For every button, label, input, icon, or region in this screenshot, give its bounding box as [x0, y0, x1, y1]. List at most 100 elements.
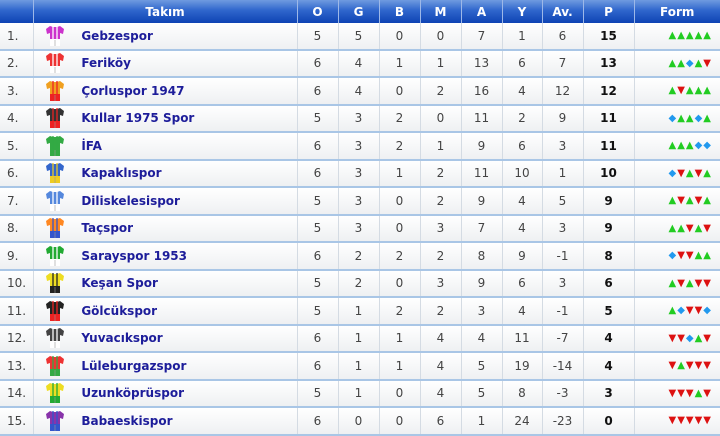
table-row[interactable]: 11. Gölcükspor 5 1 2 2 3 4 -1 5 ▲◆▼▼◆	[0, 297, 720, 326]
team-link[interactable]: Babaeskispor	[81, 413, 173, 428]
table-row[interactable]: 12. Yuvacıkspor 6 1 1 4 4 11 -7 4 ▼▼◆▲▼	[0, 324, 720, 353]
points: 8	[582, 242, 634, 271]
team-cell: Diliskelesispor	[32, 187, 297, 216]
team-link[interactable]: Sarayspor 1953	[81, 248, 188, 263]
triangle-down-icon: ▼	[703, 387, 712, 399]
drawn: 1	[378, 49, 420, 78]
team-cell: Keşan Spor	[32, 269, 297, 298]
table-row[interactable]: 5. İFA 6 3 2 1 9 6 3 11 ▲▲▲◆◆	[0, 132, 720, 161]
played: 5	[296, 187, 338, 216]
goals-against: 4	[501, 77, 542, 106]
table-row[interactable]: 2. Feriköy 6 4 1 1 13 6 7 13 ▲▲◆▲▼	[0, 49, 720, 78]
jersey-icon	[45, 108, 64, 129]
team-cell: Lüleburgazspor	[32, 352, 297, 381]
team-link[interactable]: İFA	[81, 138, 102, 153]
triangle-up-icon: ▲	[668, 222, 678, 234]
goal-diff: -1	[541, 297, 583, 326]
team-cell: Çorluspor 1947	[32, 77, 297, 106]
triangle-up-icon: ▲	[668, 277, 678, 289]
table-row[interactable]: 10. Keşan Spor 5 2 0 3 9 6 3 6 ▲▼▲▼▼	[0, 269, 720, 298]
goals-against: 10	[501, 159, 542, 188]
goals-for: 11	[460, 104, 502, 133]
table-row[interactable]: 14. Uzunköprüspor 5 1 0 4 5 8 -3 3 ▼▼▼▲▼	[0, 379, 720, 408]
team-link[interactable]: Keşan Spor	[81, 276, 158, 291]
points: 15	[582, 23, 634, 51]
header-points[interactable]: P	[582, 0, 634, 23]
team-link[interactable]: Diliskelesispor	[81, 193, 180, 208]
team-link[interactable]: Yuvacıkspor	[81, 331, 163, 346]
header-lost[interactable]: M	[419, 0, 461, 23]
lost: 0	[419, 23, 461, 51]
header-rank	[0, 0, 33, 23]
lost: 6	[419, 407, 461, 436]
goal-diff: 3	[541, 269, 583, 298]
goals-for: 9	[460, 269, 502, 298]
won: 0	[337, 407, 379, 436]
team-link[interactable]: Lüleburgazspor	[81, 358, 187, 373]
rank: 13.	[0, 352, 33, 381]
header-won[interactable]: G	[337, 0, 379, 23]
team-link[interactable]: Çorluspor 1947	[81, 83, 185, 98]
table-row[interactable]: 1. Gebzespor 5 5 0 0 7 1 6 15 ▲▲▲▲▲	[0, 23, 720, 51]
header-played[interactable]: O	[296, 0, 338, 23]
points: 0	[582, 407, 634, 436]
played: 6	[296, 132, 338, 161]
header-goals-against[interactable]: Y	[501, 0, 542, 23]
jersey-icon	[45, 53, 64, 74]
rank: 2.	[0, 49, 33, 78]
rank: 1.	[0, 23, 33, 51]
won: 4	[337, 49, 379, 78]
goal-diff: -14	[541, 352, 583, 381]
triangle-down-icon: ▼	[703, 57, 712, 69]
team-link[interactable]: Kapaklıspor	[81, 166, 162, 181]
diamond-icon: ◆	[668, 112, 678, 124]
team-link[interactable]: Feriköy	[81, 56, 131, 71]
lost: 2	[419, 159, 461, 188]
goals-against: 8	[501, 379, 542, 408]
triangle-down-icon: ▼	[685, 222, 695, 234]
won: 3	[337, 214, 379, 243]
triangle-up-icon: ▲	[703, 250, 712, 262]
triangle-down-icon: ▼	[668, 387, 678, 399]
table-row[interactable]: 6. Kapaklıspor 6 3 1 2 11 10 1 10 ◆▼▲▼▲	[0, 159, 720, 188]
team-link[interactable]: Gebzespor	[81, 28, 153, 43]
header-row: Takım O G B M A Y Av. P Form	[0, 0, 720, 23]
won: 1	[337, 297, 379, 326]
played: 6	[296, 77, 338, 106]
table-row[interactable]: 15. Babaeskispor 6 0 0 6 1 24 -23 0 ▼▼▼▼▼	[0, 407, 720, 436]
triangle-up-icon: ▲	[694, 222, 704, 234]
points: 9	[582, 214, 634, 243]
table-row[interactable]: 4. Kullar 1975 Spor 5 3 2 0 11 2 9 11 ◆▲▲◆▲	[0, 104, 720, 133]
goal-diff: 3	[541, 214, 583, 243]
header-goals-for[interactable]: A	[460, 0, 502, 23]
table-row[interactable]: 9. Sarayspor 1953 6 2 2 2 8 9 -1 8 ◆▼▼▲▲	[0, 242, 720, 271]
table-row[interactable]: 3. Çorluspor 1947 6 4 0 2 16 4 12 12 ▲▼▲▲▲	[0, 77, 720, 106]
diamond-icon: ◆	[668, 250, 678, 262]
drawn: 0	[378, 23, 420, 51]
header-goal-diff[interactable]: Av.	[541, 0, 583, 23]
triangle-up-icon: ▲	[685, 140, 695, 152]
team-link[interactable]: Kullar 1975 Spor	[81, 111, 195, 126]
table-row[interactable]: 13. Lüleburgazspor 6 1 1 4 5 19 -14 4 ▼▲▼▼▼	[0, 352, 720, 381]
team-link[interactable]: Uzunköprüspor	[81, 386, 184, 401]
points: 5	[582, 297, 634, 326]
goal-diff: 6	[541, 23, 583, 51]
points: 11	[582, 104, 634, 133]
rank: 15.	[0, 407, 33, 436]
triangle-down-icon: ▼	[677, 85, 686, 97]
goal-diff: -3	[541, 379, 583, 408]
won: 3	[337, 104, 379, 133]
team-link[interactable]: Taçspor	[81, 221, 134, 236]
triangle-up-icon: ▲	[685, 30, 695, 42]
points: 3	[582, 379, 634, 408]
header-drawn[interactable]: B	[378, 0, 420, 23]
header-team[interactable]: Takım	[32, 0, 297, 23]
team-link[interactable]: Gölcükspor	[81, 303, 158, 318]
triangle-down-icon: ▼	[668, 415, 678, 427]
team-cell: Sarayspor 1953	[32, 242, 297, 271]
team-cell: Taçspor	[32, 214, 297, 243]
table-row[interactable]: 7. Diliskelesispor 5 3 0 2 9 4 5 9 ▲▼▲▼▲	[0, 187, 720, 216]
table-row[interactable]: 8. Taçspor 5 3 0 3 7 4 3 9 ▲▲▼▲▼	[0, 214, 720, 243]
goals-for: 11	[460, 159, 502, 188]
goals-against: 6	[501, 269, 542, 298]
